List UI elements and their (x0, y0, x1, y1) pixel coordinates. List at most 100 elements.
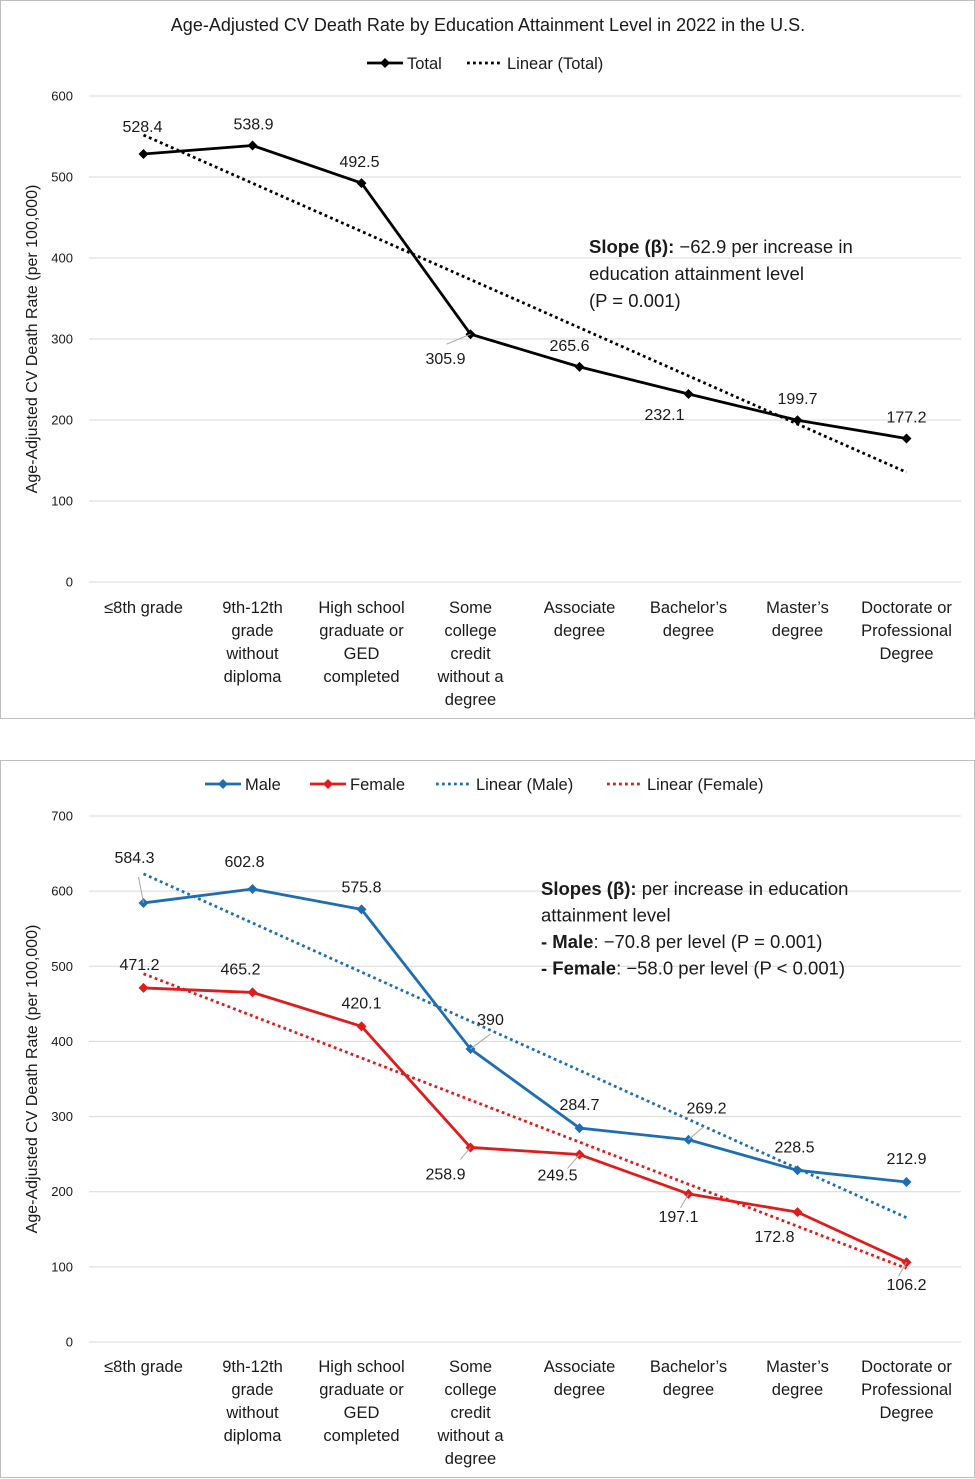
x-category-label-line: Professional (861, 622, 952, 640)
legend-item-total: Total (367, 55, 442, 73)
x-category-label-line: High school (318, 1358, 404, 1376)
data-label-leader (446, 333, 471, 345)
x-category-label-line: Some (449, 1358, 492, 1376)
data-label-leader (688, 1126, 704, 1141)
legend-item-male: Male (205, 776, 281, 794)
x-category-label: Doctorate or Professional Degree (861, 599, 952, 663)
x-category-label-line: completed (323, 668, 399, 686)
x-category-label: Associate degree (544, 1358, 616, 1399)
data-point-total (247, 140, 258, 151)
x-category-label-line: ≤8th grade (104, 1358, 183, 1376)
data-label-female: 197.1 (658, 1209, 698, 1226)
data-label-leader (680, 1193, 689, 1209)
legend-item-female: Female (310, 776, 405, 794)
data-point-male (901, 1177, 912, 1188)
series-line-male (143, 887, 907, 1184)
data-label-male: 212.9 (886, 1151, 926, 1168)
legend-label: Linear (Total) (507, 55, 603, 73)
x-category-label-line: Master’s (766, 1358, 829, 1376)
data-point-female (138, 982, 149, 993)
data-label-female: 465.2 (220, 961, 260, 978)
data-label-leader (138, 876, 144, 904)
x-category-label-line: credit (450, 645, 491, 663)
slope-annotation-text: Slope (β): (589, 236, 674, 257)
y-tick-label: 0 (66, 1335, 73, 1350)
x-category-label-line: college (444, 622, 496, 640)
slope-annotation-text: : −70.8 per level (P = 0.001) (593, 931, 822, 952)
data-label-leader (567, 1154, 580, 1169)
x-category-label-line: grade (231, 622, 273, 640)
chart-title: Age-Adjusted CV Death Rate by Education … (171, 15, 805, 35)
x-category-label-line: degree (663, 1381, 714, 1399)
legend-label: Linear (Male) (476, 776, 573, 794)
data-point-male (356, 904, 367, 915)
x-category-label-line: grade (231, 1381, 273, 1399)
y-tick-label: 100 (51, 1259, 73, 1274)
y-tick-label: 500 (51, 959, 73, 974)
x-category-label-line: degree (772, 622, 823, 640)
legend-item-linear-total: Linear (Total) (467, 55, 603, 73)
x-category-label: Master’s degree (766, 599, 829, 640)
chart-panel-by-sex: 0 100 200 300 400 500 600 700 Age-Adjusted CV De… (0, 760, 975, 1478)
x-category-label-line: 9th-12th (222, 599, 283, 617)
x-category-label-line: degree (554, 1381, 605, 1399)
x-category-label-line: completed (323, 1427, 399, 1445)
x-category-label-line: Some (449, 599, 492, 617)
slope-annotation: Slopes (β): per increase in education att… (541, 878, 848, 979)
data-label-male: 228.5 (774, 1139, 814, 1156)
y-tick-label: 300 (51, 1109, 73, 1124)
x-category-label-line: GED (344, 1404, 380, 1422)
data-label-female: 249.5 (537, 1168, 577, 1185)
x-category-label-line: Professional (861, 1381, 952, 1399)
x-category-label-line: Doctorate or (861, 599, 952, 617)
data-point-total (683, 388, 694, 399)
data-point-total (138, 148, 149, 159)
x-category-label-line: diploma (224, 668, 283, 686)
x-category-label-line: graduate or (319, 622, 404, 640)
data-label-leader (460, 1147, 471, 1160)
data-label-total: 265.6 (549, 338, 589, 355)
data-point-male (792, 1165, 803, 1176)
y-tick-label: 400 (51, 251, 73, 266)
trendline-linear-male (142, 872, 908, 1219)
x-category-label: 9th-12th grade without diploma (222, 599, 283, 686)
x-category-label-line: without (225, 1404, 279, 1422)
x-category-label: Doctorate or Professional Degree (861, 1358, 952, 1422)
slope-annotation-text: - Male (541, 931, 593, 952)
x-category-label-line: degree (554, 622, 605, 640)
legend-item-linear-female: Linear (Female) (607, 776, 763, 794)
x-category-label: ≤8th grade (104, 599, 183, 617)
data-label-leader (898, 1261, 907, 1277)
data-label-total: 528.4 (122, 119, 162, 136)
legend-label: Linear (Female) (647, 776, 763, 794)
x-category-label-line: college (444, 1381, 496, 1399)
x-category-label-line: Degree (879, 645, 933, 663)
x-category-label: Some college credit without a degree (436, 1358, 504, 1468)
x-category-label-line: credit (450, 1404, 491, 1422)
legend-marker-swatch (323, 779, 333, 789)
slope-annotation-text: : −58.0 per level (P < 0.001) (616, 958, 845, 979)
x-category-label-line: without a (436, 1427, 504, 1445)
data-label-total: 305.9 (425, 351, 465, 368)
data-label-total: 492.5 (339, 154, 379, 171)
x-category-label-line: Associate (544, 599, 616, 617)
x-category-label-line: GED (344, 645, 380, 663)
y-tick-label: 600 (51, 89, 73, 104)
x-category-label-line: Bachelor’s (650, 599, 727, 617)
slope-annotation-text: Slopes (β): (541, 878, 637, 899)
data-point-total (792, 415, 803, 426)
data-point-total (574, 361, 585, 372)
data-label-female: 172.8 (754, 1229, 794, 1246)
x-category-label-line: without (225, 645, 279, 663)
x-category-label-line: without a (436, 668, 504, 686)
y-tick-label: 200 (51, 1184, 73, 1199)
x-category-label-line: High school (318, 599, 404, 617)
x-category-label-line: degree (772, 1381, 823, 1399)
slope-annotation-text: (P = 0.001) (589, 290, 681, 311)
data-label-male: 269.2 (686, 1101, 726, 1118)
x-category-label: ≤8th grade (104, 1358, 183, 1376)
data-point-female (901, 1257, 912, 1268)
x-category-label: High school graduate or GED completed (318, 1358, 404, 1445)
data-label-total: 199.7 (777, 391, 817, 408)
x-category-label-line: degree (663, 622, 714, 640)
